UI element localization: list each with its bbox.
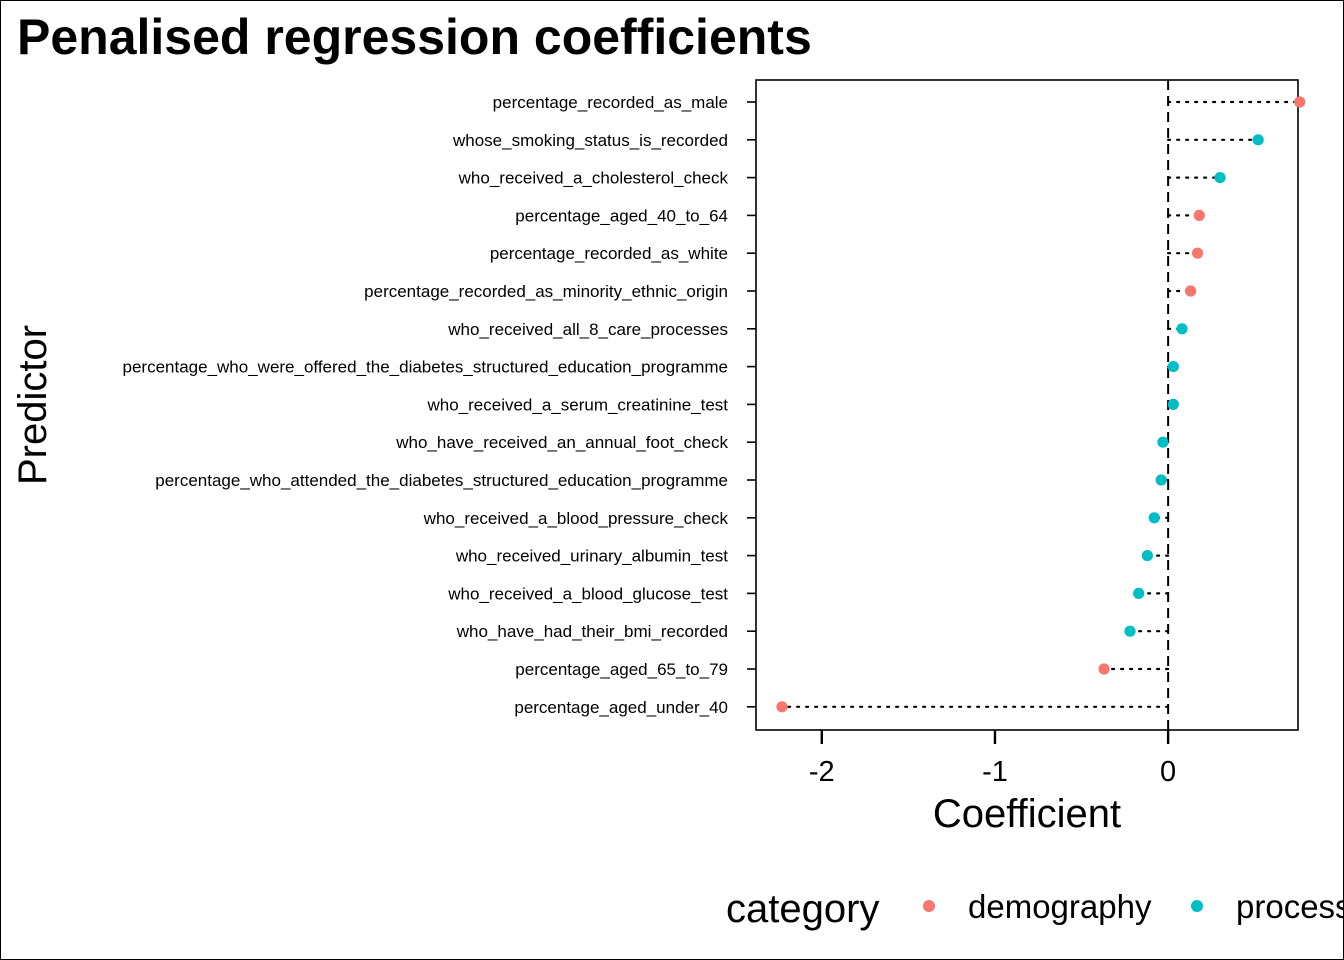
data-point: [1167, 361, 1179, 373]
y-tick-label: percentage_who_were_offered_the_diabetes…: [123, 358, 729, 377]
x-tick-label: 0: [1160, 756, 1176, 788]
x-tick-label: -1: [982, 756, 1008, 788]
data-point: [1098, 663, 1110, 675]
data-point: [776, 701, 788, 713]
data-point: [1214, 172, 1226, 184]
legend-title: category: [726, 887, 879, 931]
data-point: [1124, 625, 1136, 637]
data-point: [1133, 587, 1145, 600]
y-tick-label: who_received_a_serum_creatinine_test: [426, 395, 728, 414]
y-tick-label: whose_smoking_status_is_recorded: [452, 131, 728, 150]
y-tick-label: percentage_aged_65_to_79: [515, 660, 728, 679]
x-axis-title: Coefficient: [933, 792, 1121, 836]
data-point: [1167, 398, 1179, 410]
data-point: [1141, 550, 1153, 562]
legend-label-process: process: [1236, 888, 1344, 925]
y-tick-label: percentage_aged_under_40: [514, 698, 728, 717]
y-tick-label: percentage_aged_40_to_64: [515, 206, 728, 225]
data-point: [1191, 247, 1204, 259]
y-axis-title: Predictor: [11, 325, 55, 485]
y-tick-label: who_have_received_an_annual_foot_check: [395, 433, 728, 452]
data-point: [1193, 209, 1205, 221]
data-point: [1294, 96, 1306, 108]
chart-title: Penalised regression coefficients: [17, 9, 812, 65]
y-tick-label: percentage_recorded_as_minority_ethnic_o…: [364, 282, 728, 301]
x-tick-label: -2: [809, 756, 835, 788]
data-point: [1176, 323, 1188, 335]
y-tick-label: who_received_urinary_albumin_test: [455, 547, 728, 566]
data-point: [1157, 436, 1169, 448]
y-tick-label: who_received_a_cholesterol_check: [458, 169, 729, 188]
data-point: [1185, 285, 1197, 297]
y-tick-label: who_received_a_blood_pressure_check: [423, 509, 729, 528]
legend-key-process: [1191, 900, 1203, 912]
y-tick-label: who_received_all_8_care_processes: [447, 320, 728, 339]
data-point: [1148, 512, 1160, 524]
y-tick-label: who_received_a_blood_glucose_test: [447, 584, 728, 603]
y-tick-label: who_have_had_their_bmi_recorded: [456, 622, 728, 641]
data-point: [1155, 474, 1167, 486]
y-tick-label: percentage_recorded_as_male: [493, 93, 728, 112]
legend-label-demography: demography: [968, 888, 1152, 925]
y-tick-label: percentage_recorded_as_white: [490, 244, 728, 263]
y-tick-label: percentage_who_attended_the_diabetes_str…: [155, 471, 728, 490]
legend-key-demography: [923, 900, 935, 912]
data-point: [1252, 134, 1264, 146]
